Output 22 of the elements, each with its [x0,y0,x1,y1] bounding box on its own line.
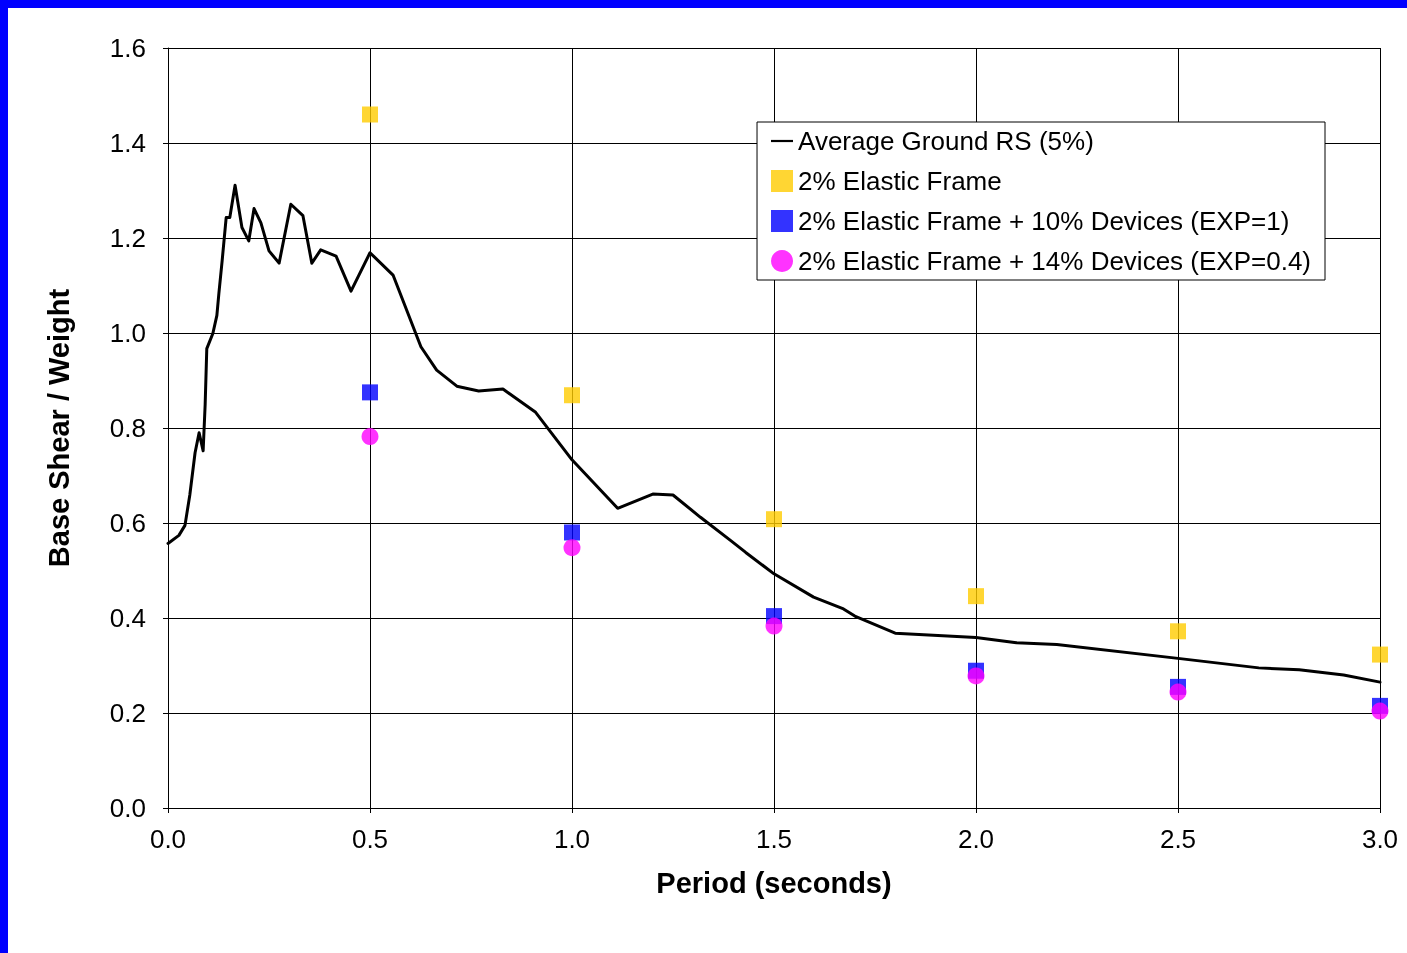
y-tick-label: 1.6 [109,33,146,63]
y-tick-label: 0.4 [109,603,146,633]
x-axis-title: Period (seconds) [656,866,892,899]
y-tick-label: 0.0 [109,793,146,823]
x-tick-label: 0.5 [351,824,389,854]
y-tick-label: 1.2 [109,223,146,253]
y-tick-label: 1.4 [109,128,146,158]
x-tick-label: 1.5 [755,824,793,854]
y-axis-title: Base Shear / Weight [42,288,75,568]
y-tick-label: 0.6 [109,508,146,538]
y-tick-label: 0.2 [109,698,146,728]
legend-label: 2% Elastic Frame + 14% Devices (EXP=0.4) [798,246,1311,276]
x-tick-label: 2.5 [1159,824,1197,854]
legend-label: 2% Elastic Frame + 10% Devices (EXP=1) [798,206,1290,236]
legend-label: 2% Elastic Frame [798,166,1002,196]
x-tick-label: 3.0 [1361,824,1399,854]
y-tick-label: 0.8 [109,413,146,443]
y-tick-label: 1.0 [109,318,146,348]
x-tick-label: 2.0 [957,824,995,854]
legend-label: Average Ground RS (5%) [798,126,1094,156]
x-tick-label: 0.0 [149,824,187,854]
x-tick-label: 1.0 [553,824,591,854]
